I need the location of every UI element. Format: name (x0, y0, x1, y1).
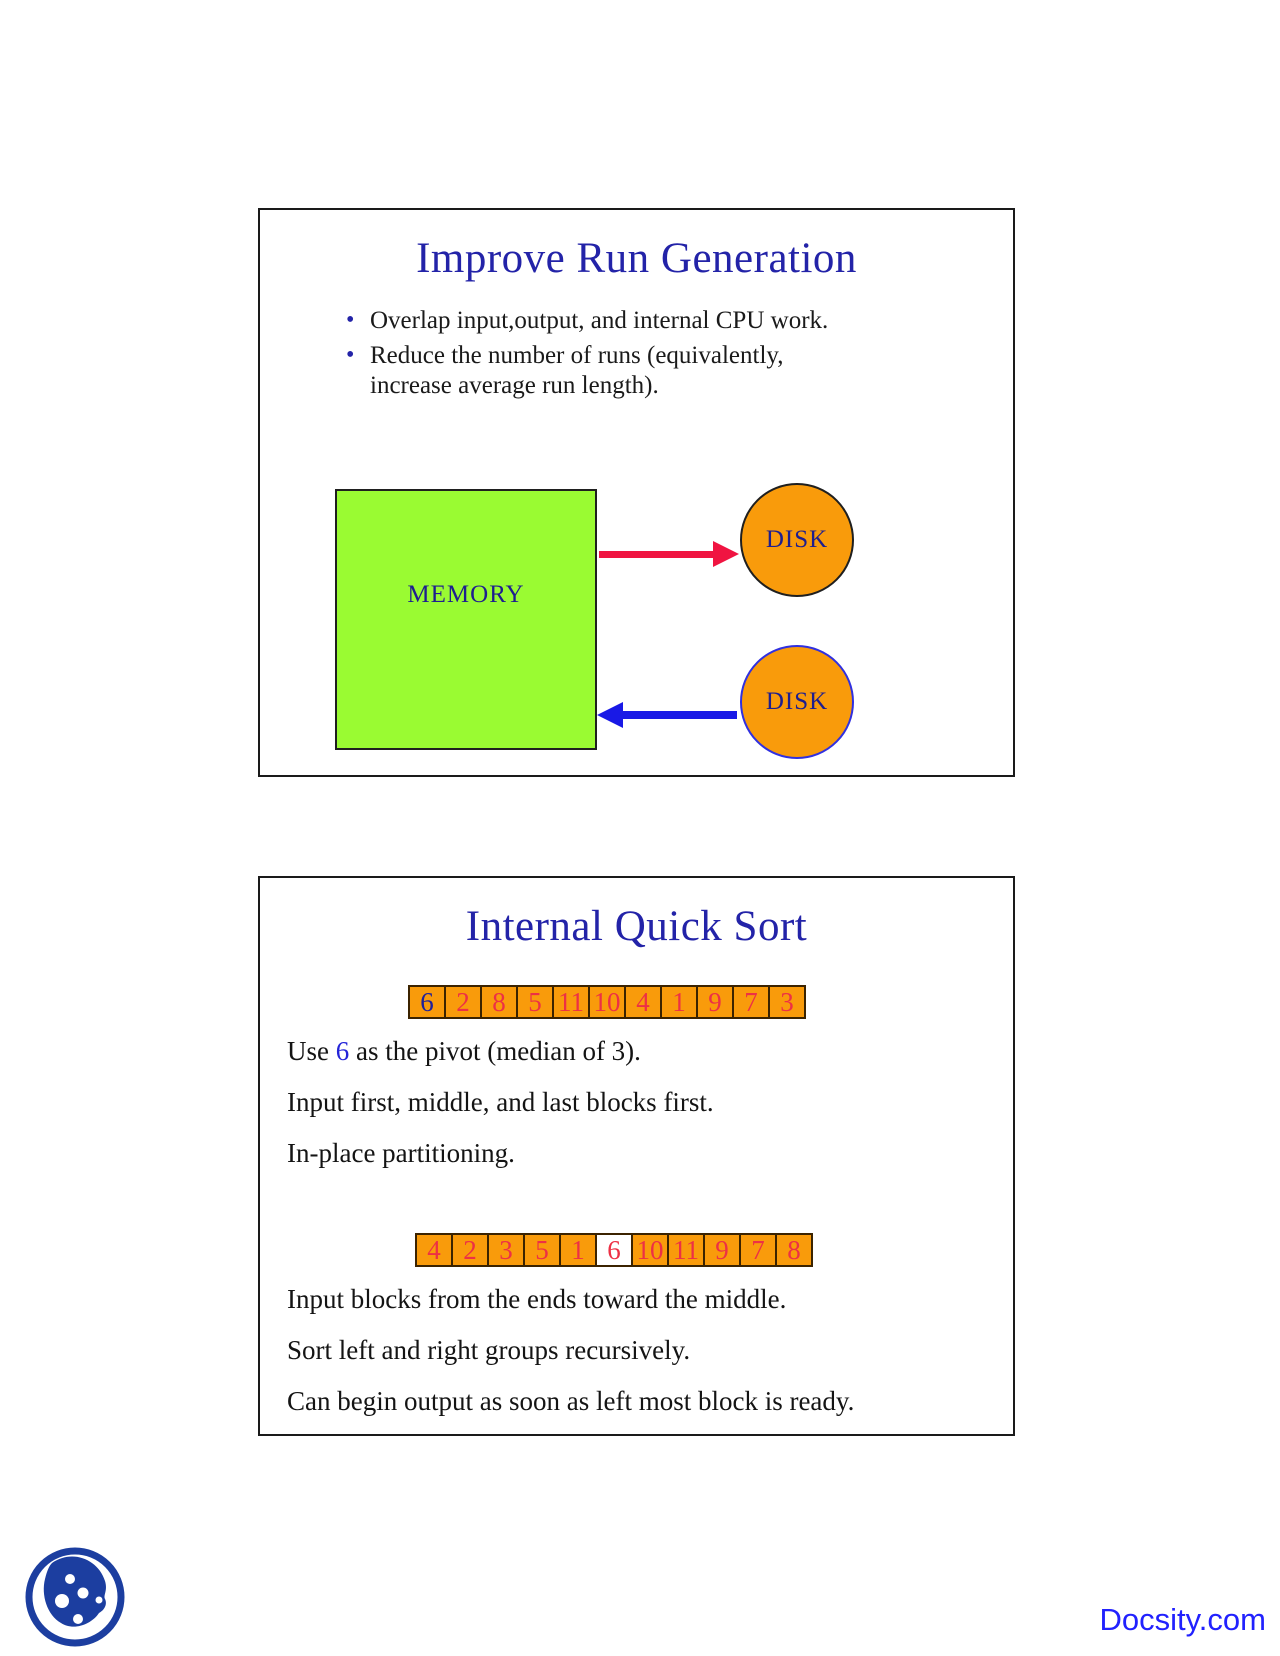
bullet-item: Reduce the number of runs (equivalently,… (344, 340, 856, 401)
array-cell: 7 (732, 985, 770, 1019)
array-cell-value: 4 (427, 1234, 441, 1265)
text-line: In-place partitioning. (287, 1138, 515, 1168)
output-arrow-shaft (599, 551, 715, 558)
slide1-bullet-list: Overlap input,output, and internal CPU w… (344, 305, 856, 406)
array-cell-value: 5 (528, 986, 542, 1017)
disk-label: DISK (765, 688, 829, 715)
array-cell-value: 10 (593, 986, 621, 1017)
array-cell: 2 (444, 985, 482, 1019)
array-cell: 11 (552, 985, 590, 1019)
array-cell-value: 6 (607, 1234, 621, 1265)
array-cell-value: 2 (456, 986, 470, 1017)
pivot-line-prefix: Use (287, 1036, 336, 1066)
array-cell-value: 7 (744, 986, 758, 1017)
array-cell: 5 (523, 1233, 561, 1267)
array-cell: 1 (559, 1233, 597, 1267)
array-cell-value: 6 (420, 986, 434, 1017)
array-cell-value: 11 (558, 986, 584, 1017)
array-cell-value: 8 (787, 1234, 801, 1265)
docsity-logo-icon (25, 1547, 125, 1647)
array-cell: 8 (775, 1233, 813, 1267)
array-cell-value: 3 (780, 986, 794, 1017)
array-cell-value: 3 (499, 1234, 513, 1265)
array-cell: 2 (451, 1233, 489, 1267)
slide-improve-run-generation: Improve Run Generation Overlap input,out… (258, 208, 1015, 777)
array-cell-value: 9 (715, 1234, 729, 1265)
pivot-line-suffix: as the pivot (median of 3). (349, 1036, 641, 1066)
array-cell-value: 10 (636, 1234, 664, 1265)
array-cell: 6 (408, 985, 446, 1019)
bullet-item: Overlap input,output, and internal CPU w… (344, 305, 856, 336)
array-cell: 10 (631, 1233, 669, 1267)
array-cell-value: 5 (535, 1234, 549, 1265)
array-cell-value: 9 (708, 986, 722, 1017)
slide-internal-quick-sort: Internal Quick Sort 6 2 8 5 11 10 4 1 9 7 3 Use 6 … (258, 876, 1015, 1436)
disk-output: DISK (740, 483, 854, 597)
array-cell: 5 (516, 985, 554, 1019)
array-cell: 6 (595, 1233, 633, 1267)
array-cell-value: 1 (571, 1234, 585, 1265)
array-cell-value: 2 (463, 1234, 477, 1265)
text-line: Input blocks from the ends toward the mi… (287, 1284, 787, 1314)
array-cell-value: 8 (492, 986, 506, 1017)
array-cell: 3 (487, 1233, 525, 1267)
pivot-line: Use 6 as the pivot (median of 3). (287, 1036, 641, 1067)
array-cell: 9 (703, 1233, 741, 1267)
array-cell-value: 7 (751, 1234, 765, 1265)
array-cell: 8 (480, 985, 518, 1019)
disk-input: DISK (740, 645, 854, 759)
array-cell-value: 11 (673, 1234, 699, 1265)
array-cell-value: 4 (636, 986, 650, 1017)
array-cell: 3 (768, 985, 806, 1019)
docsity-link[interactable]: Docsity.com (1099, 1602, 1266, 1637)
text-line: Sort left and right groups recursively. (287, 1335, 691, 1365)
array-cell: 9 (696, 985, 734, 1019)
array-cell: 7 (739, 1233, 777, 1267)
array-cell: 1 (660, 985, 698, 1019)
slide2-title: Internal Quick Sort (465, 903, 808, 950)
disk-label: DISK (765, 526, 829, 553)
memory-box: MEMORY (335, 489, 597, 750)
input-arrow-shaft (621, 711, 737, 719)
text-line: Can begin output as soon as left most bl… (287, 1386, 855, 1416)
text-line: Input first, middle, and last blocks fir… (287, 1087, 714, 1117)
array-cell-value: 1 (672, 986, 686, 1017)
array-cell: 4 (415, 1233, 453, 1267)
array-cell: 10 (588, 985, 626, 1019)
pivot-value: 6 (335, 1036, 350, 1066)
output-arrow-head-icon (713, 541, 739, 567)
unsorted-array: 6 2 8 5 11 10 4 1 9 7 3 (408, 985, 806, 1019)
memory-label: MEMORY (407, 581, 525, 608)
slide1-title: Improve Run Generation (416, 235, 857, 282)
array-cell: 4 (624, 985, 662, 1019)
input-arrow-head-icon (597, 702, 623, 728)
array-cell: 11 (667, 1233, 705, 1267)
partitioned-array: 4 2 3 5 1 6 10 11 9 7 8 (415, 1233, 813, 1267)
